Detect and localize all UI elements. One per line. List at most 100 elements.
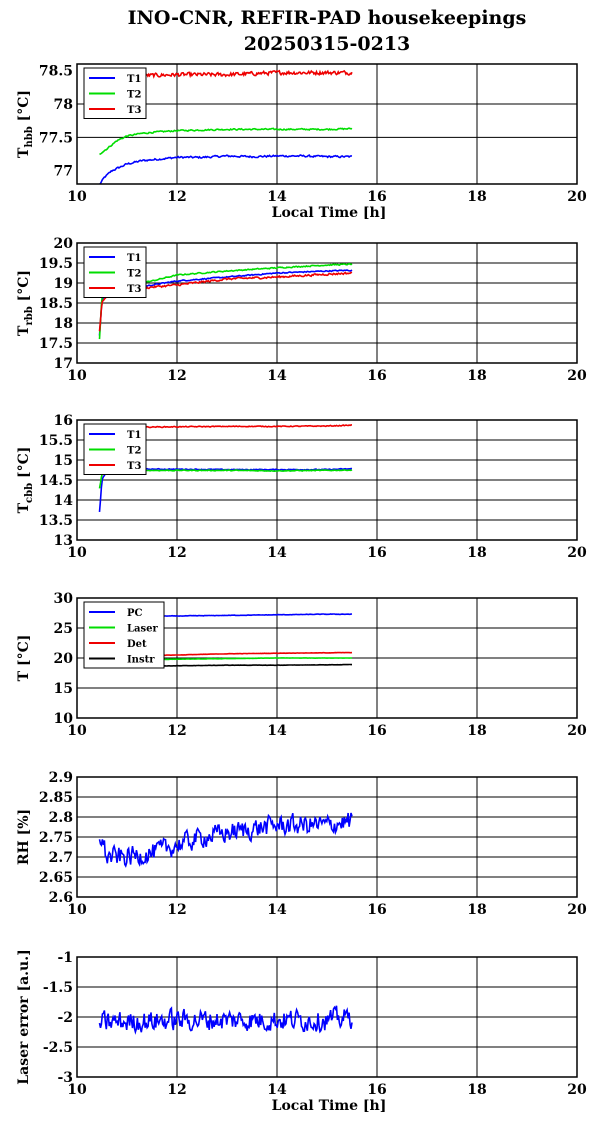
y-axis-label-subscript: hbb — [24, 126, 35, 147]
legend-label: PC — [127, 608, 143, 619]
x-tick-label: 10 — [67, 902, 87, 918]
x-tick-label: 12 — [167, 1082, 186, 1098]
y-tick-label: 18 — [54, 316, 73, 332]
y-tick-label: 16 — [54, 413, 73, 429]
x-tick-label: 20 — [567, 368, 587, 384]
x-tick-label: 12 — [167, 902, 186, 918]
series-group — [98, 1005, 353, 1035]
legend-label: Instr — [127, 655, 155, 666]
x-tick-label: 20 — [567, 902, 587, 918]
y-tick-label: 17 — [54, 356, 73, 372]
x-tick-label: 18 — [467, 1082, 486, 1098]
x-tick-label: 20 — [567, 723, 587, 739]
x-tick-label: 18 — [467, 189, 486, 205]
y-axis-label: Tcbb [°C] — [16, 447, 35, 514]
x-tick-label: 16 — [367, 723, 386, 739]
series-line-1 — [98, 1005, 353, 1035]
y-tick-label: 20 — [54, 651, 74, 667]
series-line-1 — [98, 812, 353, 868]
x-tick-label: 16 — [367, 368, 386, 384]
y-tick-label: 2.75 — [39, 830, 73, 846]
plot-frame — [76, 597, 578, 719]
y-tick-label: 77 — [54, 164, 73, 180]
y-tick-label: 14 — [54, 493, 74, 509]
figure-title-line1: INO-CNR, REFIR-PAD housekeepings — [128, 7, 527, 29]
x-axis-label: Local Time [h] — [272, 205, 387, 221]
x-tick-label: 10 — [67, 189, 87, 205]
x-tick-label: 12 — [167, 189, 186, 205]
y-axis-label-unit: [°C] — [16, 90, 32, 126]
y-tick-label: 17.5 — [39, 336, 73, 352]
y-tick-label: 2.6 — [49, 890, 73, 906]
legend: T1 T2 T3 — [83, 423, 147, 475]
x-tick-label: 16 — [367, 545, 386, 561]
y-tick-label: -3 — [57, 1070, 73, 1086]
x-axis-label: Local Time [h] — [272, 1098, 387, 1114]
y-tick-label: 15.5 — [39, 433, 73, 449]
y-tick-label: 2.9 — [49, 770, 73, 786]
y-axis-label-subscript: rbb — [24, 306, 35, 325]
y-tick-label: 15 — [54, 681, 73, 697]
legend-label: Det — [127, 639, 147, 650]
y-tick-label: -1 — [57, 950, 73, 966]
plot-frame — [76, 242, 578, 364]
y-axis-label-main: Laser error [a.u.] — [16, 949, 32, 1084]
x-tick-label: 18 — [467, 368, 486, 384]
x-tick-label: 12 — [167, 368, 186, 384]
y-axis-label-main: T [°C] — [16, 635, 32, 682]
x-tick-label: 14 — [267, 1082, 287, 1098]
legend-label: T3 — [127, 284, 141, 295]
x-tick-label: 16 — [367, 1082, 386, 1098]
y-tick-label: 14.5 — [39, 473, 73, 489]
x-tick-label: 20 — [567, 1082, 587, 1098]
y-tick-label: 19 — [54, 276, 73, 292]
legend-label: T2 — [127, 446, 141, 457]
x-tick-label: 16 — [367, 902, 386, 918]
series-line-t2 — [99, 127, 353, 156]
x-tick-label: 14 — [267, 545, 287, 561]
series-line-t1 — [98, 154, 353, 184]
x-tick-label: 20 — [567, 545, 587, 561]
y-axis-label-main: T — [16, 147, 32, 158]
series-group — [98, 69, 353, 184]
y-tick-label: 78 — [54, 97, 73, 113]
legend-label: T1 — [127, 74, 141, 85]
chart-panel-3: 10 12 14 16 18 20 13 13.5 14 14.5 15 15.5 16 Tcbb [°C… — [16, 413, 587, 561]
figure-title-line2: 20250315-0213 — [244, 33, 411, 55]
y-axis-label-main: RH [%] — [16, 809, 32, 865]
y-tick-label: -1.5 — [43, 980, 73, 996]
legend: PC Laser Det Instr — [83, 601, 165, 669]
series-line-t3 — [126, 69, 353, 79]
legend-label: T1 — [127, 430, 141, 441]
plot-frame — [76, 419, 578, 541]
x-tick-label: 14 — [267, 189, 287, 205]
x-tick-label: 14 — [267, 902, 287, 918]
x-tick-label: 10 — [67, 545, 87, 561]
x-tick-label: 10 — [67, 1082, 87, 1098]
y-axis-label-main: T — [16, 502, 32, 513]
chart-panel-4: 10 12 14 16 18 20 10 15 20 25 30 T [°C] PC Laser Det In… — [16, 591, 587, 739]
y-tick-label: 30 — [54, 591, 74, 607]
y-tick-label: 78.5 — [39, 64, 73, 80]
legend-label: T3 — [127, 461, 141, 472]
x-tick-label: 10 — [67, 723, 87, 739]
y-axis-label: T [°C] — [16, 635, 32, 682]
y-tick-label: 2.85 — [39, 790, 73, 806]
legend-label: Laser — [127, 624, 159, 635]
chart-panel-5: 10 12 14 16 18 20 2.6 2.65 2.7 2.75 2.8 2.85 2.9 RH [… — [16, 770, 587, 918]
legend: T1 T2 T3 — [83, 246, 147, 298]
x-tick-label: 18 — [467, 545, 486, 561]
legend-label: T3 — [127, 105, 141, 116]
y-axis-label: Laser error [a.u.] — [16, 949, 32, 1084]
y-tick-label: 2.65 — [39, 870, 73, 886]
y-axis-label-unit: [°C] — [16, 447, 32, 483]
y-tick-label: 2.7 — [49, 850, 73, 866]
legend-label: T2 — [127, 269, 141, 280]
y-axis-label: Thbb [°C] — [16, 90, 35, 158]
x-tick-label: 14 — [267, 368, 287, 384]
y-axis-label-main: T — [16, 325, 32, 336]
x-tick-label: 20 — [567, 189, 587, 205]
y-axis-label-unit: [°C] — [16, 270, 32, 306]
y-tick-label: 13 — [54, 533, 73, 549]
